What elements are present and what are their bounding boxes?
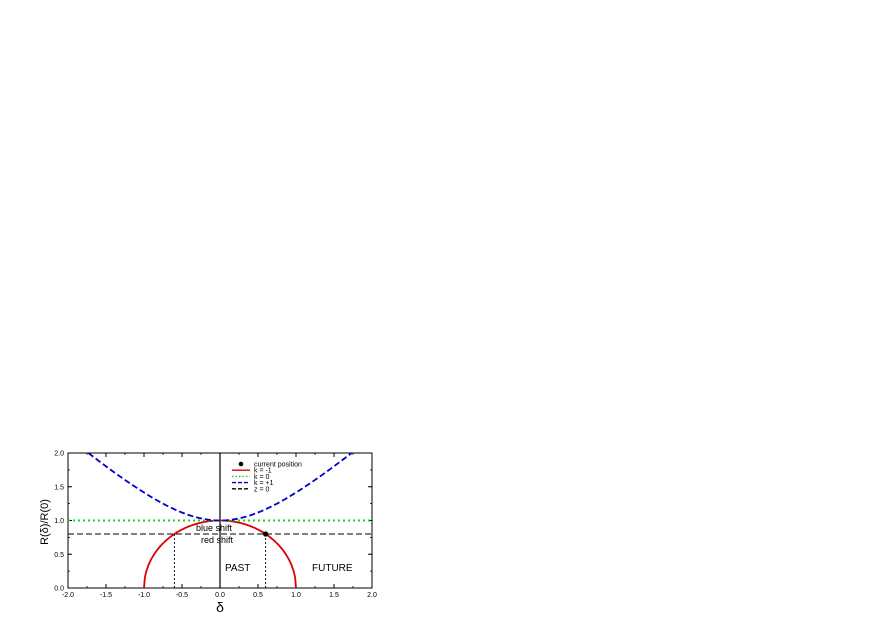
x-tick-label: -0.5 xyxy=(176,592,188,599)
legend-label: k = +1 xyxy=(254,480,274,487)
x-tick-label: 1.5 xyxy=(329,592,339,599)
series-line xyxy=(87,452,353,522)
red-shift-label: red shift xyxy=(201,535,234,545)
x-tick-label: 1.0 xyxy=(291,592,301,599)
y-tick-label: 0.0 xyxy=(54,586,64,593)
y-axis-label: R(δ)/R(0) xyxy=(39,499,51,545)
x-axis-label: δ xyxy=(216,599,224,615)
future-label: FUTURE xyxy=(312,563,353,574)
x-tick-label: -2.0 xyxy=(62,592,74,599)
legend-label: k = 0 xyxy=(254,474,269,481)
legend-marker xyxy=(238,461,244,467)
y-tick-label: 0.5 xyxy=(54,552,64,559)
x-tick-label: 0.5 xyxy=(253,592,263,599)
annotation-layer: blue shift red shift PAST FUTURE xyxy=(196,523,353,574)
y-tick-label: 2.0 xyxy=(54,451,64,458)
legend-label: current position xyxy=(254,462,302,469)
legend-label: z = 0 xyxy=(254,486,269,493)
series-layer xyxy=(68,452,372,589)
x-tick-label: -1.0 xyxy=(138,592,150,599)
legend-label: k = -1 xyxy=(254,468,272,475)
x-tick-label: 2.0 xyxy=(367,592,377,599)
current-position-marker xyxy=(263,531,269,537)
y-tick-label: 1.0 xyxy=(54,518,64,525)
axis-labels: δ R(δ)/R(0) xyxy=(39,499,224,615)
y-tick-label: 1.5 xyxy=(54,484,64,491)
past-label: PAST xyxy=(225,563,250,574)
x-tick-label: 0.0 xyxy=(215,592,225,599)
blue-shift-label: blue shift xyxy=(196,523,233,533)
x-tick-label: -1.5 xyxy=(100,592,112,599)
